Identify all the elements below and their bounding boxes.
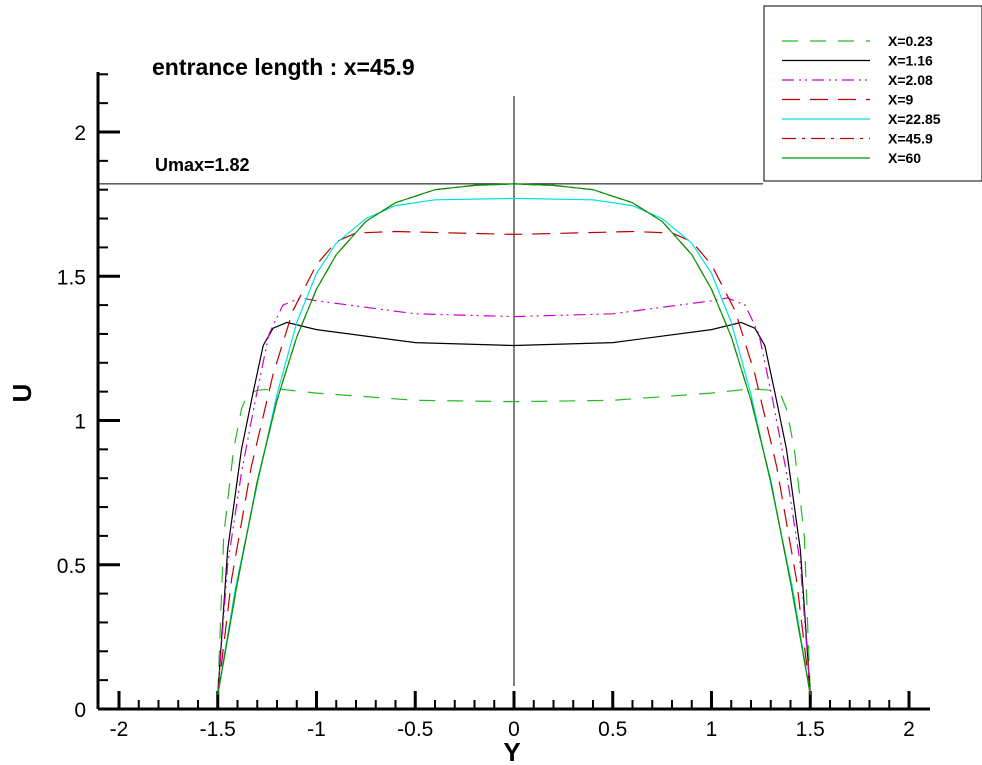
series-line-2 xyxy=(217,321,811,695)
legend-box xyxy=(763,5,982,182)
x-axis-title: Y xyxy=(503,737,520,765)
x-tick-label: -2 xyxy=(110,718,129,741)
x-tick-label: -1 xyxy=(307,718,326,741)
series-line-3 xyxy=(217,297,811,695)
x-tick-label: -0.5 xyxy=(397,718,433,741)
x-tick-label: 0.5 xyxy=(598,718,627,741)
legend-label: X=2.08 xyxy=(888,72,933,88)
reference-lines xyxy=(98,96,763,686)
y-tick-label: 0.5 xyxy=(57,555,86,578)
x-tick-label: -1.5 xyxy=(200,718,236,741)
y-tick-label: 2 xyxy=(74,122,86,145)
x-tick-label: 1.5 xyxy=(796,718,825,741)
umax-annotation: Umax=1.82 xyxy=(155,155,250,175)
legend-label: X=45.9 xyxy=(888,131,933,147)
legend-label: X=22.85 xyxy=(888,111,941,127)
x-tick-label: 2 xyxy=(903,718,915,741)
legend-label: X=9 xyxy=(888,92,914,108)
y-axis-title: U xyxy=(7,384,37,403)
x-tick-label: 0 xyxy=(508,718,520,741)
legend: X=0.23 X=1.16 X=2.08 X=9 X=22.85 X=45.9 X=60 xyxy=(763,5,982,182)
legend-label: X=60 xyxy=(888,150,921,166)
x-tick-label: 1 xyxy=(706,718,718,741)
y-tick-label: 1 xyxy=(74,411,86,434)
y-tick-label: 0 xyxy=(74,699,86,722)
series-line-1 xyxy=(217,388,811,695)
y-tick-label: 1.5 xyxy=(57,266,86,289)
legend-label: X=0.23 xyxy=(888,33,933,49)
chart-title: entrance length : x=45.9 xyxy=(152,54,415,80)
legend-label: X=1.16 xyxy=(888,53,933,69)
series-line-7 xyxy=(217,183,811,695)
series-line-5 xyxy=(217,197,811,695)
series-line-4 xyxy=(217,230,811,695)
series-layer xyxy=(217,183,811,695)
